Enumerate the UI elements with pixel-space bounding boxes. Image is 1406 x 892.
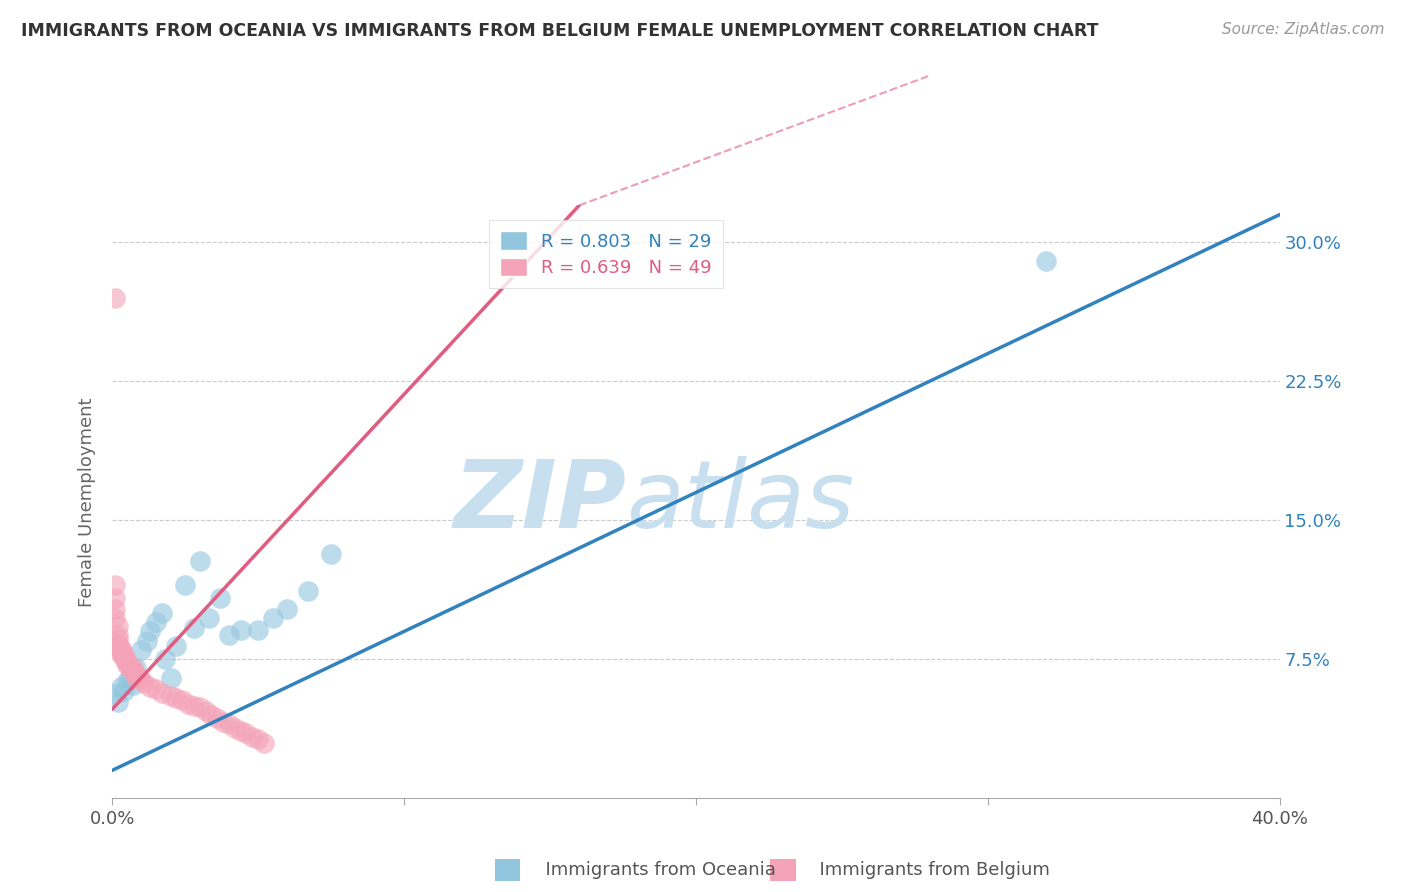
Point	[153, 652, 176, 666]
Point	[183, 621, 205, 635]
Point	[110, 647, 132, 661]
Point	[107, 639, 129, 653]
Point	[150, 685, 173, 699]
Point	[194, 704, 217, 718]
Text: Immigrants from Belgium: Immigrants from Belgium	[808, 861, 1050, 879]
Point	[321, 547, 343, 561]
Point	[229, 623, 252, 637]
Point	[110, 643, 132, 657]
Point	[218, 628, 240, 642]
Point	[145, 681, 167, 696]
Point	[136, 633, 159, 648]
Point	[104, 591, 127, 605]
Point	[134, 676, 156, 690]
Point	[240, 730, 263, 744]
Point	[124, 661, 146, 675]
Point	[165, 691, 187, 706]
Point	[110, 680, 132, 694]
Point	[115, 654, 138, 668]
Point	[276, 602, 298, 616]
Point	[118, 671, 141, 685]
Point	[118, 659, 141, 673]
Point	[212, 715, 235, 730]
Point	[131, 643, 153, 657]
Point	[172, 693, 194, 707]
Point	[1035, 254, 1057, 268]
Text: ZIP: ZIP	[453, 456, 626, 548]
Point	[165, 639, 187, 653]
Point	[115, 657, 138, 672]
Point	[112, 652, 135, 666]
Point	[235, 726, 257, 740]
Point	[262, 611, 284, 625]
Point	[104, 687, 127, 701]
Point	[177, 697, 200, 711]
Text: Immigrants from Oceania: Immigrants from Oceania	[534, 861, 776, 879]
Point	[128, 671, 150, 685]
Point	[131, 673, 153, 687]
Point	[107, 619, 129, 633]
Point	[107, 628, 129, 642]
Text: IMMIGRANTS FROM OCEANIA VS IMMIGRANTS FROM BELGIUM FEMALE UNEMPLOYMENT CORRELATI: IMMIGRANTS FROM OCEANIA VS IMMIGRANTS FR…	[21, 22, 1098, 40]
Point	[159, 671, 181, 685]
Point	[207, 711, 229, 725]
Point	[104, 578, 127, 592]
Point	[110, 641, 132, 656]
Point	[115, 674, 138, 689]
Point	[124, 667, 146, 681]
Point	[107, 632, 129, 646]
Point	[247, 731, 270, 746]
Text: Source: ZipAtlas.com: Source: ZipAtlas.com	[1222, 22, 1385, 37]
Point	[253, 735, 276, 749]
Point	[209, 591, 232, 605]
Point	[188, 700, 211, 714]
Point	[112, 647, 135, 661]
Point	[197, 611, 219, 625]
Point	[183, 698, 205, 713]
Point	[247, 623, 270, 637]
Point	[121, 661, 143, 675]
Point	[107, 695, 129, 709]
Point	[112, 650, 135, 665]
Point	[104, 602, 127, 616]
Point	[115, 656, 138, 670]
Point	[110, 645, 132, 659]
Point	[118, 661, 141, 675]
Point	[150, 606, 173, 620]
Point	[188, 554, 211, 568]
Point	[124, 671, 146, 685]
Y-axis label: Female Unemployment: Female Unemployment	[79, 397, 96, 607]
Point	[200, 707, 222, 722]
Point	[218, 717, 240, 731]
Point	[104, 291, 127, 305]
Point	[139, 624, 162, 639]
Legend: R = 0.803   N = 29, R = 0.639   N = 49: R = 0.803 N = 29, R = 0.639 N = 49	[489, 220, 723, 288]
Point	[121, 663, 143, 677]
Point	[104, 611, 127, 625]
Point	[174, 578, 197, 592]
Point	[112, 683, 135, 698]
Point	[159, 690, 181, 704]
Point	[139, 680, 162, 694]
Point	[224, 721, 246, 735]
Point	[297, 583, 319, 598]
Point	[107, 637, 129, 651]
Point	[229, 724, 252, 739]
Point	[145, 615, 167, 629]
Point	[121, 678, 143, 692]
Text: atlas: atlas	[626, 457, 853, 548]
